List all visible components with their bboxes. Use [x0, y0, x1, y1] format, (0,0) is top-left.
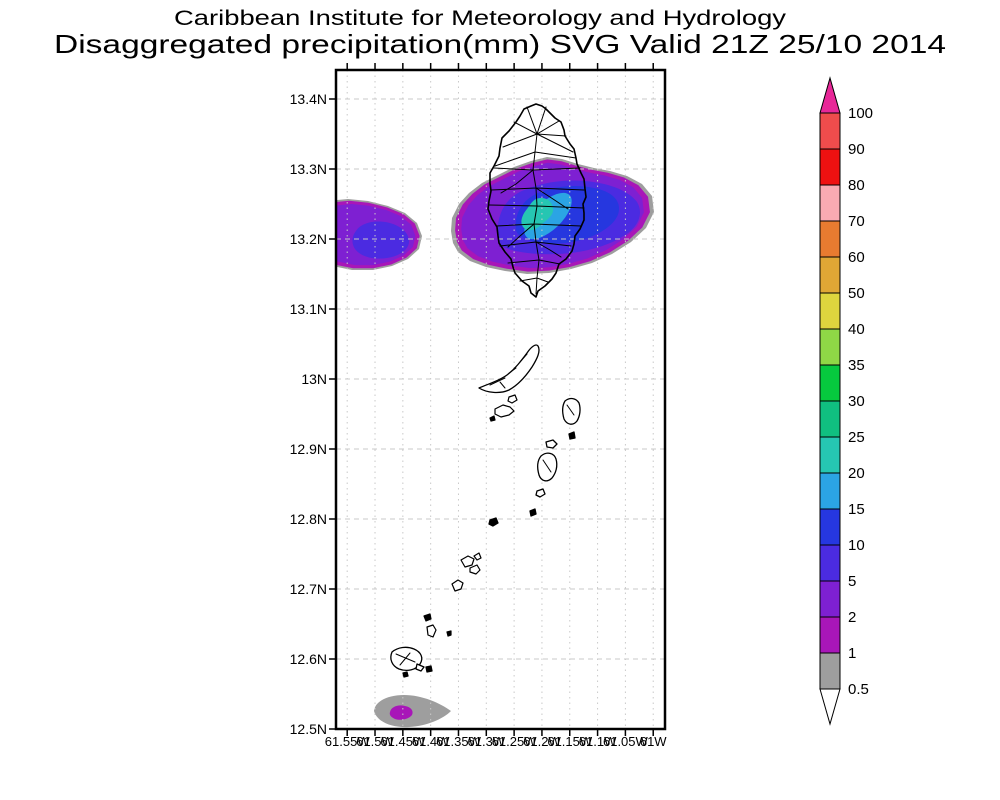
colorbar-tick-label: 60 [848, 249, 865, 266]
colorbar-segment [819, 112, 841, 150]
bottom-blob-1mm [389, 705, 413, 720]
lon-tick-label: 61.3W [468, 734, 506, 749]
colorbar-segment [819, 472, 841, 510]
colorbar-segment [819, 436, 841, 474]
lat-tick-label: 13N [301, 371, 327, 387]
lon-tick-label: 61.55W [325, 734, 371, 749]
colorbar-over-arrow [819, 76, 841, 114]
st-vincent-watershed-lines [488, 106, 585, 295]
colorbar-segment [819, 364, 841, 402]
st-vincent-coastline [487, 103, 587, 298]
lon-tick-label: 61.15W [547, 734, 593, 749]
colorbar-tick-label: 80 [848, 177, 865, 194]
colorbar-tick-label: 100 [848, 105, 873, 122]
precipitation-blobs [336, 157, 654, 728]
islands [390, 103, 587, 678]
colorbar-segment [819, 616, 841, 654]
colorbar-segment [819, 328, 841, 366]
lon-tick-label: 61W [640, 734, 667, 749]
page-title-line2: Disaggregated precipitation(mm) SVG Vali… [54, 29, 946, 59]
colorbar-tick-label: 30 [848, 393, 865, 410]
lon-tick-label: 61.45W [380, 734, 426, 749]
colorbar-tick-label: 1 [848, 645, 856, 662]
colorbar-tick-label: 5 [848, 573, 856, 590]
colorbar-tick-label: 20 [848, 465, 865, 482]
colorbar-tick-label: 10 [848, 537, 865, 554]
colorbar-segment [819, 292, 841, 330]
lon-tick-label: 61.35W [436, 734, 482, 749]
island-bequia [478, 344, 540, 394]
island-union [390, 646, 433, 678]
lat-tick-label: 13.4N [290, 91, 327, 107]
colorbar-under-arrow [819, 688, 841, 726]
colorbar-tick-label: 40 [848, 321, 865, 338]
map-frame [334, 68, 667, 731]
lat-tick-label: 12.6N [290, 651, 327, 667]
island-tobago-cays-mayreau [423, 552, 482, 638]
lon-tick-label: 61.5W [356, 734, 394, 749]
island-mustique [545, 397, 581, 449]
lat-tick-label: 12.9N [290, 441, 327, 457]
colorbar-segment [819, 220, 841, 258]
colorbar-segment [819, 652, 841, 690]
page-title-line1: Caribbean Institute for Meteorology and … [174, 7, 787, 30]
colorbar-tick-label: 25 [848, 429, 865, 446]
axis-labels: 61.55W61.5W61.45W61.4W61.35W61.3W61.25W6… [290, 91, 668, 749]
lon-tick-label: 61.05W [603, 734, 649, 749]
colorbar-tick-label: 0.5 [848, 681, 869, 698]
colorbar-segment [819, 148, 841, 186]
lon-tick-label: 61.25W [492, 734, 538, 749]
island-canouan [488, 452, 558, 527]
grid-lines [336, 70, 665, 730]
lat-tick-label: 13.3N [290, 161, 327, 177]
colorbar-segment [819, 544, 841, 582]
colorbar-segment [819, 508, 841, 546]
island-islets-north [489, 394, 518, 422]
lat-tick-label: 13.2N [290, 231, 327, 247]
colorbar-tick-label: 90 [848, 141, 865, 158]
lat-tick-label: 12.8N [290, 511, 327, 527]
colorbar-tick-label: 15 [848, 501, 865, 518]
lon-tick-label: 61.1W [579, 734, 617, 749]
colorbar-tick-label: 70 [848, 213, 865, 230]
lat-tick-label: 12.5N [290, 721, 327, 737]
lon-tick-label: 61.2W [523, 734, 561, 749]
colorbar-segment [819, 184, 841, 222]
bottom-blob-gray [374, 695, 451, 728]
colorbar-segment [819, 580, 841, 618]
lat-tick-label: 13.1N [290, 301, 327, 317]
colorbar-tick-label: 35 [848, 357, 865, 374]
colorbar-segment [819, 400, 841, 438]
colorbar-tick-label: 50 [848, 285, 865, 302]
colorbar-segment [819, 256, 841, 294]
left-blob-5mm [352, 221, 410, 259]
lat-tick-label: 12.7N [290, 581, 327, 597]
axis-ticks [329, 63, 654, 736]
colorbar-tick-label: 2 [848, 609, 856, 626]
lon-tick-label: 61.4W [412, 734, 450, 749]
